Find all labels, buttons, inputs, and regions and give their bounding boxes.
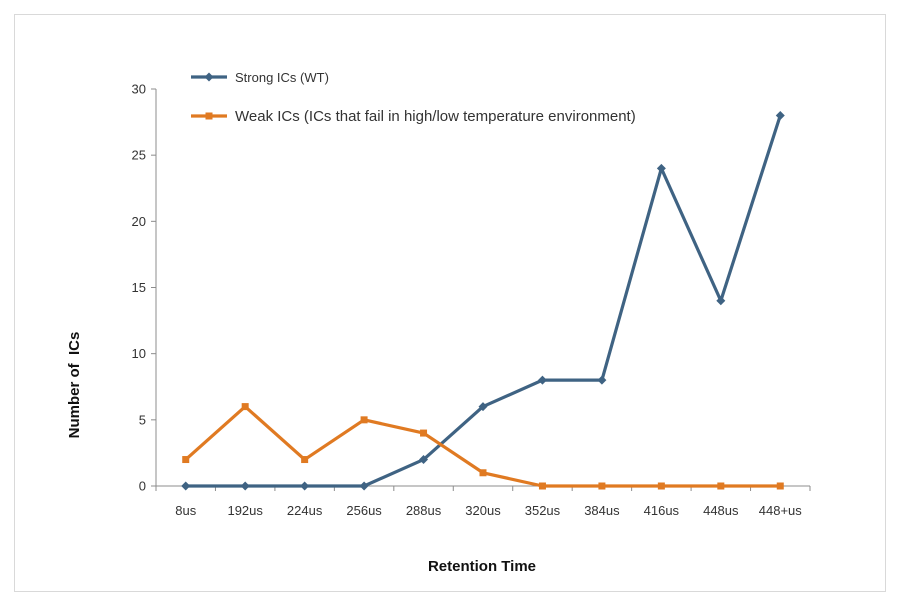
y-tick-labels: 0 5 10 15 20 25 30 [132, 82, 146, 494]
y-axis-title: Number of ICs [66, 332, 83, 439]
y-tick-label: 25 [132, 148, 146, 163]
x-tick-label: 224us [287, 503, 323, 518]
x-tick-label: 288us [406, 503, 442, 518]
legend-label: Strong ICs (WT) [235, 70, 329, 85]
series-line [185, 114, 782, 488]
x-axis-title: Retention Time [428, 558, 536, 575]
x-tick-labels: 8us 192us 224us 256us 288us 320us 352us 384us 41… [175, 503, 802, 518]
data-point [240, 481, 250, 491]
legend: Strong ICs (WT) Weak ICs (ICs that fail i… [191, 70, 636, 125]
data-point [717, 482, 725, 490]
data-point [657, 482, 665, 490]
chart-frame [14, 14, 886, 592]
data-point [241, 403, 249, 411]
data-point [301, 456, 309, 464]
data-point [598, 482, 606, 490]
x-tick-label: 320us [465, 503, 501, 518]
series-1 [181, 110, 785, 491]
x-tick-label: 448+us [759, 503, 803, 518]
data-point [479, 469, 487, 477]
data-point [360, 416, 368, 424]
y-tick-label: 5 [139, 412, 146, 427]
data-point [775, 110, 785, 120]
y-tick-label: 30 [132, 82, 146, 97]
legend-marker [205, 112, 213, 120]
data-point [182, 456, 190, 464]
data-point [537, 375, 547, 385]
data-point [656, 163, 666, 173]
data-point [420, 429, 428, 437]
data-point [181, 481, 191, 491]
legend-marker [204, 72, 214, 82]
data-point [359, 481, 369, 491]
x-tick-label: 448us [703, 503, 739, 518]
data-point [538, 482, 546, 490]
y-tick-label: 10 [132, 346, 146, 361]
data-point [597, 375, 607, 385]
axes [151, 88, 811, 491]
y-tick-label: 15 [132, 280, 146, 295]
x-tick-label: 256us [346, 503, 382, 518]
series-layer [181, 110, 785, 491]
x-tick-label: 384us [584, 503, 620, 518]
legend-label: Weak ICs (ICs that fail in high/low temp… [235, 108, 636, 125]
y-tick-label: 0 [139, 479, 146, 494]
data-point [300, 481, 310, 491]
series-2 [182, 403, 784, 490]
data-point [419, 455, 429, 465]
x-tick-label: 352us [525, 503, 561, 518]
x-tick-label: 416us [644, 503, 680, 518]
data-point [716, 296, 726, 306]
data-point [478, 402, 488, 412]
y-tick-label: 20 [132, 214, 146, 229]
data-point [776, 482, 784, 490]
x-tick-label: 8us [175, 503, 196, 518]
x-tick-label: 192us [227, 503, 263, 518]
